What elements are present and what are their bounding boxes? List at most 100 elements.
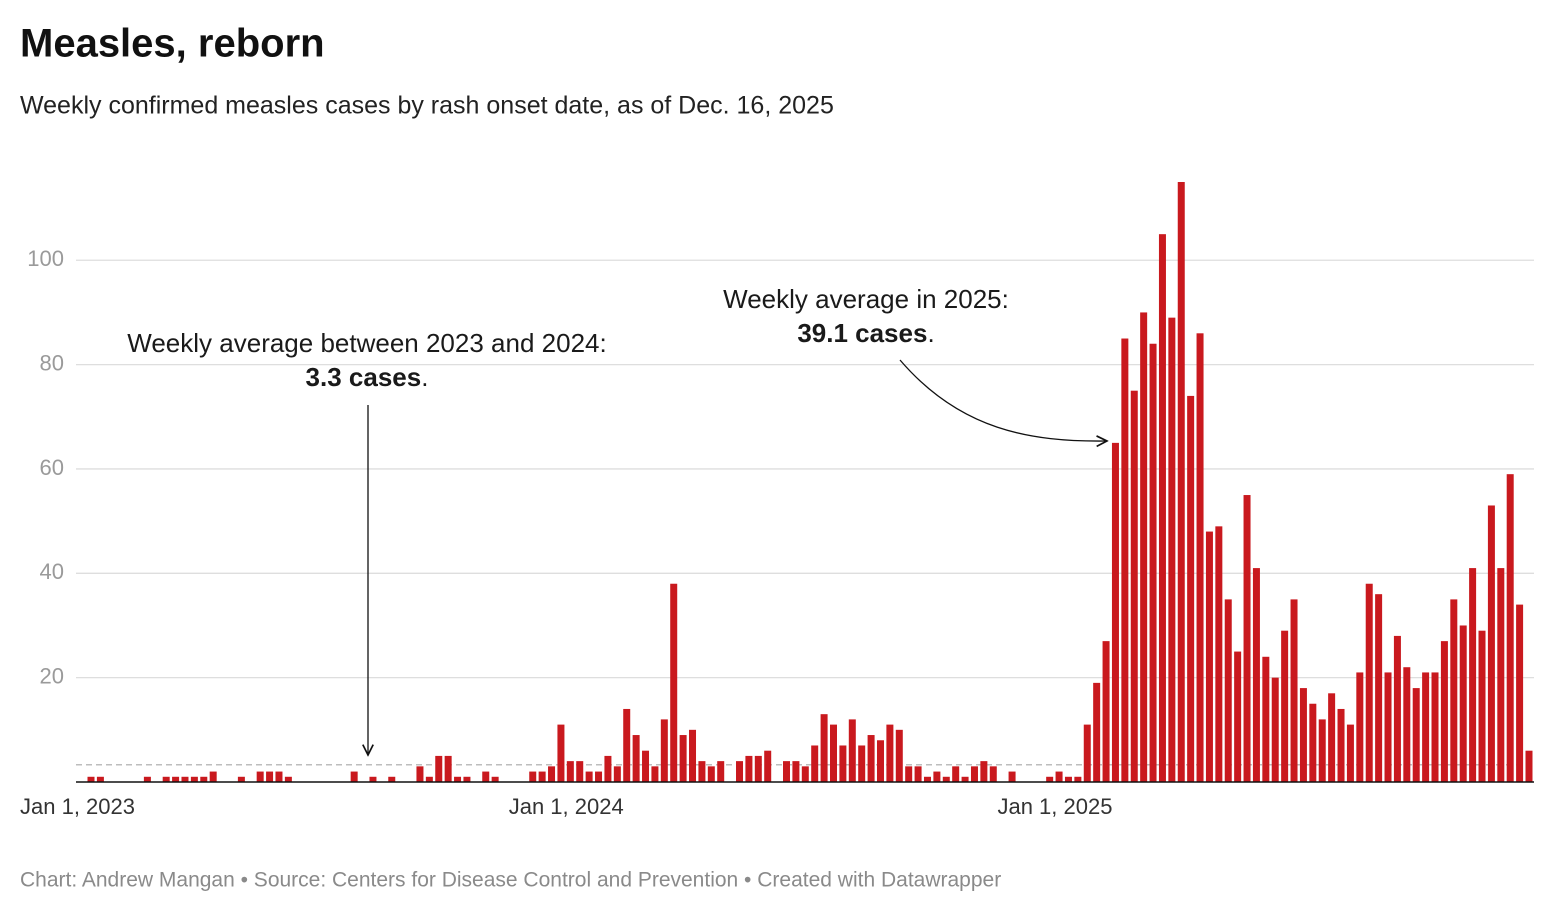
bar [595,771,603,782]
bar [1431,672,1439,782]
annotation-value: 39.1 cases. [797,318,934,348]
bar [623,708,631,782]
bar [1140,312,1148,782]
bar [1055,771,1063,782]
bar [1102,641,1110,782]
bar [1130,390,1138,782]
bar [604,755,612,782]
bar [1337,708,1345,782]
bar [848,719,856,782]
bar [284,776,292,782]
bar [350,771,358,782]
bar [388,776,396,782]
bar [463,776,471,782]
bar [1271,677,1279,782]
bar [1262,656,1270,782]
annotation-bold: 3.3 cases [306,362,422,392]
bar [1478,630,1486,782]
bar [1403,667,1411,782]
bar [820,714,828,782]
x-tick-label: Jan 1, 2024 [509,794,624,819]
bar [416,766,424,782]
bar [754,755,762,782]
bar [1177,182,1185,782]
bar [905,766,913,782]
bar [1346,724,1354,782]
bar [923,776,931,782]
bar [1328,693,1336,782]
bar [670,583,678,782]
bar [1205,531,1213,782]
footer: Chart: Andrew Mangan • Source: Centers f… [20,869,1001,892]
annotation-bold: 39.1 cases [797,318,927,348]
bar [961,776,969,782]
bar [256,771,264,782]
bar [1215,526,1223,782]
chart-subtitle: Weekly confirmed measles cases by rash o… [20,92,834,120]
bar [829,724,837,782]
bar [980,761,988,782]
bar [1318,719,1326,782]
bar [632,735,640,782]
bar [839,745,847,782]
bar [989,766,997,782]
bar [660,719,668,782]
bar [792,761,800,782]
bar [811,745,819,782]
bar [679,735,687,782]
bar [1252,568,1260,782]
bar [942,776,950,782]
annotation-value: 3.3 cases. [306,362,429,392]
y-tick-label: 40 [40,559,64,584]
bar [425,776,433,782]
bar [717,761,725,782]
bar [1121,338,1129,782]
bar [162,776,170,782]
bar [369,776,377,782]
bar [529,771,537,782]
bar [1187,395,1195,782]
bar [454,776,462,782]
grid: 20 40 60 80 100 [27,246,1534,766]
bar [1046,776,1054,782]
bar [566,761,574,782]
bar [1497,568,1505,782]
bar [1234,651,1242,782]
bar [895,729,903,782]
bar [1516,604,1524,782]
bar [1149,343,1157,782]
bar [1224,599,1232,782]
bar [172,776,180,782]
bar [585,771,593,782]
bar [1384,672,1392,782]
bar [736,761,744,782]
bar [933,771,941,782]
bar [783,761,791,782]
bar [970,766,978,782]
bar [1375,594,1383,782]
bar [1525,750,1533,782]
bar [1412,688,1420,782]
x-tick-label: Jan 1, 2023 [20,794,135,819]
bar [548,766,556,782]
annotation-tail: . [927,318,934,348]
bar [444,755,452,782]
bar [1422,672,1430,782]
bar [557,724,565,782]
bar [1469,568,1477,782]
bar [867,735,875,782]
bar [181,776,189,782]
x-tick-label: Jan 1, 2025 [997,794,1112,819]
arrow [899,359,1107,441]
bar [1083,724,1091,782]
bar [707,766,715,782]
bar [538,771,546,782]
bar [1393,635,1401,782]
bar [275,771,283,782]
bar [209,771,217,782]
bar [1365,583,1373,782]
bar [482,771,490,782]
bar [87,776,95,782]
bar [96,776,104,782]
bar [1064,776,1072,782]
